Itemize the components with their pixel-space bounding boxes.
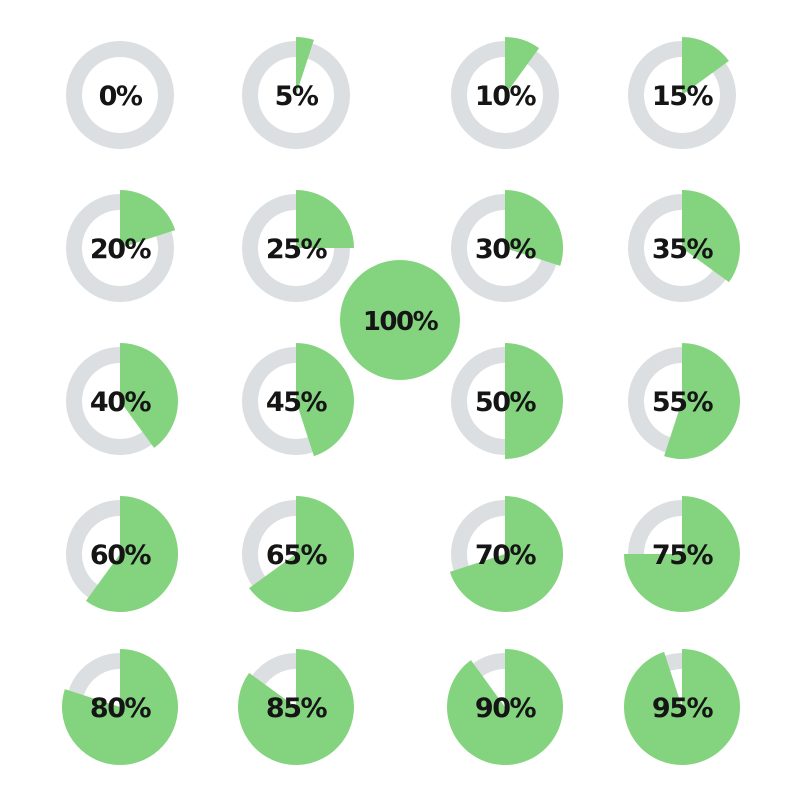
progress-slice — [296, 190, 354, 248]
progress-slice — [624, 496, 740, 612]
background-ring — [451, 41, 559, 149]
percent-label: 90% — [475, 693, 537, 724]
progress-slice — [249, 495, 355, 612]
background-ring — [66, 41, 174, 149]
pie-95-percent: 95% — [624, 649, 741, 765]
pie-15-percent: 15% — [628, 37, 736, 149]
percent-label: 100% — [363, 307, 439, 337]
pie-80-percent: 80% — [62, 649, 179, 765]
percent-label: 10% — [475, 81, 537, 112]
pie-65-percent: 65% — [242, 495, 355, 612]
progress-slice — [449, 496, 564, 613]
progress-slice — [340, 260, 460, 380]
pie-20-percent: 20% — [66, 190, 176, 302]
progress-slice — [447, 649, 564, 765]
progress-slice — [664, 343, 741, 459]
background-ring — [242, 41, 350, 149]
progress-slice — [120, 343, 178, 448]
percent-label: 80% — [90, 693, 152, 724]
progress-slice — [505, 343, 563, 459]
percent-label: 20% — [90, 234, 152, 265]
progress-slice — [505, 190, 563, 266]
pie-90-percent: 90% — [447, 649, 564, 765]
progress-slice — [296, 343, 354, 457]
percent-label: 40% — [90, 387, 152, 418]
percent-label: 75% — [652, 540, 714, 571]
percent-label: 30% — [475, 234, 537, 265]
progress-slice — [624, 649, 741, 765]
pie-10-percent: 10% — [451, 37, 559, 149]
pie-5-percent: 5% — [242, 37, 350, 149]
pie-50-percent: 50% — [451, 343, 563, 459]
percent-label: 0% — [99, 81, 143, 112]
percent-label: 95% — [652, 693, 714, 724]
percent-label: 5% — [275, 81, 319, 112]
progress-slice — [238, 649, 355, 766]
progress-slice — [682, 190, 740, 283]
percent-label: 85% — [266, 693, 328, 724]
pie-35-percent: 35% — [628, 190, 740, 302]
progress-slice — [682, 37, 729, 95]
percent-label: 50% — [475, 387, 537, 418]
pie-75-percent: 75% — [624, 496, 740, 612]
percent-label: 25% — [266, 234, 328, 265]
pie-60-percent: 60% — [66, 496, 179, 613]
pie-40-percent: 40% — [66, 343, 178, 455]
progress-slice — [120, 190, 176, 248]
pie-70-percent: 70% — [449, 496, 564, 613]
percent-label: 65% — [266, 540, 328, 571]
percent-label: 60% — [90, 540, 152, 571]
percent-label: 55% — [652, 387, 714, 418]
percent-label: 70% — [475, 540, 537, 571]
progress-slice — [62, 649, 179, 765]
progress-slice — [296, 37, 314, 95]
percent-label: 35% — [652, 234, 714, 265]
progress-slice — [85, 496, 179, 613]
pie-25-percent: 25% — [242, 190, 354, 302]
percent-label: 15% — [652, 81, 714, 112]
pie-45-percent: 45% — [242, 343, 354, 457]
progress-slice — [505, 37, 540, 95]
pie-55-percent: 55% — [628, 343, 741, 459]
pie-85-percent: 85% — [238, 649, 355, 766]
pie-0-percent: 0% — [66, 41, 174, 149]
pie-100-percent: 100% — [340, 260, 460, 380]
pie-30-percent: 30% — [451, 190, 563, 302]
percent-label: 45% — [266, 387, 328, 418]
